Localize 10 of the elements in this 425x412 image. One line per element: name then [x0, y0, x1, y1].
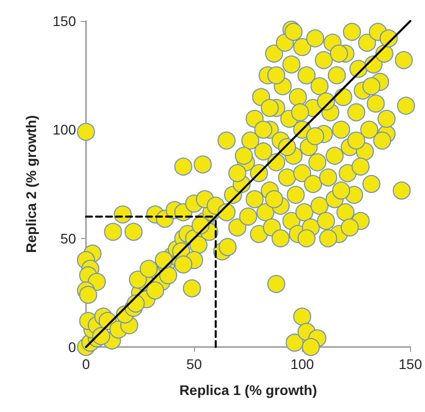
x-tick-label: 150	[398, 356, 422, 372]
y-tick-label: 150	[52, 13, 76, 29]
x-tick-label: 50	[186, 356, 202, 372]
x-tick-label: 0	[82, 356, 90, 372]
y-tick-label: 0	[68, 339, 76, 355]
y-tick-label: 50	[60, 230, 76, 246]
y-tick-label: 100	[52, 122, 76, 138]
y-axis-title: Replica 2 (% growth)	[23, 115, 39, 253]
x-tick-label: 100	[290, 356, 314, 372]
x-axis-title: Replica 1 (% growth)	[179, 382, 318, 398]
